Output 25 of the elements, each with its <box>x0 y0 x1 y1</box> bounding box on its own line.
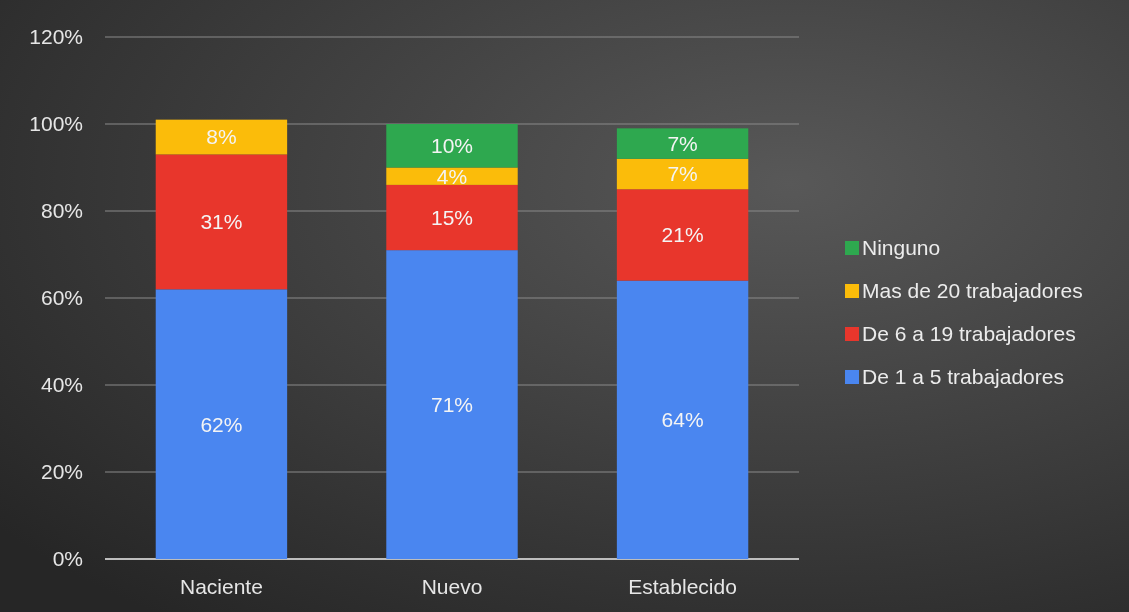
x-tick-label: Establecido <box>628 575 737 598</box>
data-label: 15% <box>430 205 474 229</box>
y-tick-label: 120% <box>29 25 83 49</box>
data-label: 8% <box>206 125 237 149</box>
legend-label: Ninguno <box>862 236 941 260</box>
data-label: 7% <box>667 131 698 155</box>
legend-label: De 6 a 19 trabajadores <box>862 322 1076 346</box>
y-tick-label: 0% <box>52 547 83 571</box>
x-tick-label: Naciente <box>179 575 263 598</box>
legend-label: De 1 a 5 trabajadores <box>862 365 1064 389</box>
data-label: 31% <box>200 210 243 234</box>
data-label: 62% <box>200 412 243 436</box>
data-label: 64% <box>661 408 704 432</box>
data-label: 71% <box>430 392 474 416</box>
legend-label: Mas de 20 trabajadores <box>862 279 1083 303</box>
y-tick-label: 80% <box>40 199 83 223</box>
data-label: 10% <box>430 134 474 158</box>
x-tick-label: Nuevo <box>421 575 483 598</box>
y-tick-label: 60% <box>40 286 83 310</box>
data-label: 4% <box>436 164 468 188</box>
y-tick-label: 20% <box>40 460 83 484</box>
y-tick-label: 100% <box>29 112 83 136</box>
y-tick-label: 40% <box>40 373 83 397</box>
data-label: 21% <box>661 223 704 247</box>
data-label: 7% <box>667 162 698 186</box>
